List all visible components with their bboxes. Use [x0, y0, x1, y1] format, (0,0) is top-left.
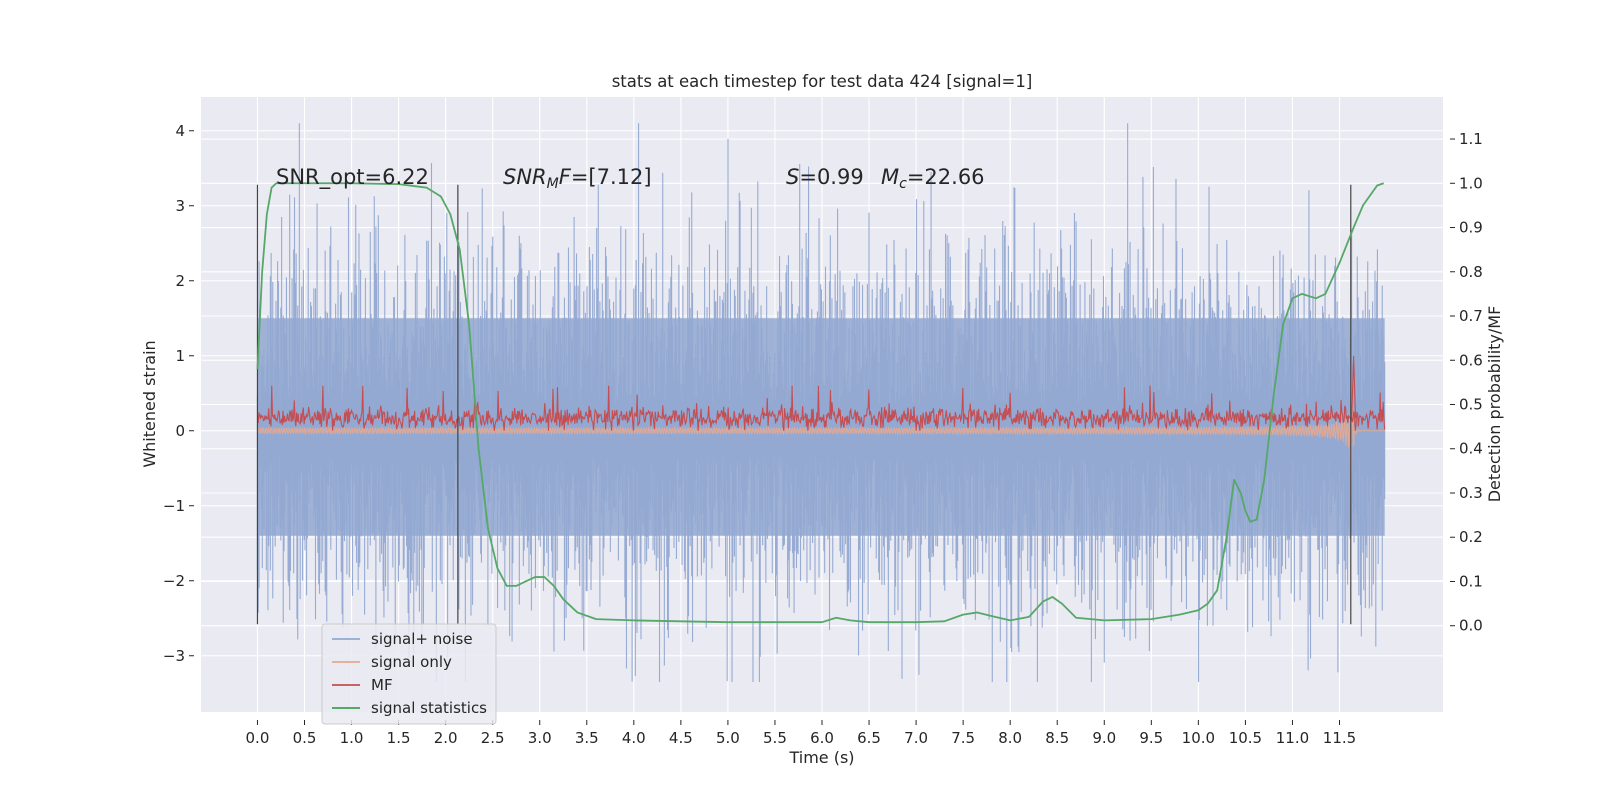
x-tick-label-5: 2.5	[481, 729, 505, 747]
chart-title: stats at each timestep for test data 424…	[612, 72, 1033, 91]
y-right-tick-label-10: 1.0	[1459, 174, 1483, 192]
snr-mf-f: F	[559, 165, 572, 189]
mc-symbol: M	[881, 165, 899, 189]
x-tick-label-13: 6.5	[857, 729, 881, 747]
series-layer	[256, 123, 1386, 682]
x-tick-label-16: 8.0	[998, 729, 1022, 747]
snr-mf-symbol: SNR	[503, 165, 547, 189]
snr-mf-subscript: M	[547, 176, 559, 192]
y-right-tick-label-7: 0.7	[1459, 307, 1483, 325]
y-right-tick-label-4: 0.4	[1459, 440, 1483, 458]
x-tick-label-7: 3.5	[575, 729, 599, 747]
x-tick-label-20: 10.0	[1182, 729, 1215, 747]
y-left-tick-label-4: 1	[175, 347, 185, 365]
x-tick-label-10: 5.0	[716, 729, 740, 747]
legend-label-2: MF	[371, 676, 393, 694]
axes: 0.0 0.5 1.0 1.5 2.0 2.5 3.0 3.5 4.0 4.5 5.0 5.5 6.0 6…	[163, 122, 1483, 747]
legend-label-0: signal+ noise	[371, 630, 473, 648]
y-right-tick-label-1: 0.1	[1459, 572, 1483, 590]
y-right-tick-label-0: 0.0	[1459, 617, 1483, 635]
x-tick-label-0: 0.0	[246, 729, 270, 747]
x-tick-label-9: 4.5	[669, 729, 693, 747]
mc-value: =22.66	[907, 165, 985, 189]
annotation-snr-mf: SNRMF=[7.12]	[503, 165, 652, 192]
legend-label-1: signal only	[371, 653, 452, 671]
series-signal-noise-core	[257, 318, 1385, 536]
snr-mf-value: =[7.12]	[571, 165, 652, 189]
x-tick-label-18: 9.0	[1092, 729, 1116, 747]
x-tick-label-22: 11.0	[1276, 729, 1309, 747]
x-tick-label-19: 9.5	[1139, 729, 1163, 747]
y-right-tick-label-11: 1.1	[1459, 130, 1483, 148]
y-axis-label-left: Whitened strain	[140, 340, 159, 467]
y-right-tick-label-2: 0.2	[1459, 528, 1483, 546]
x-tick-label-23: 11.5	[1323, 729, 1356, 747]
y-right-tick-label-8: 0.8	[1459, 263, 1483, 281]
x-tick-label-17: 8.5	[1045, 729, 1069, 747]
y-left-tick-label-5: 2	[175, 272, 185, 290]
y-left-tick-label-2: −1	[163, 497, 185, 515]
y-right-tick-label-3: 0.3	[1459, 484, 1483, 502]
y-right-tick-label-9: 0.9	[1459, 219, 1483, 237]
x-tick-label-21: 10.5	[1229, 729, 1262, 747]
series-signal-statistics	[256, 182, 1385, 624]
annotation-mc: Mc=22.66	[881, 165, 985, 192]
x-tick-label-2: 1.0	[340, 729, 364, 747]
x-tick-label-4: 2.0	[434, 729, 458, 747]
y-left-tick-label-6: 3	[175, 197, 185, 215]
series-signal-only	[256, 395, 1385, 506]
mc-subscript: c	[899, 176, 907, 192]
y-left-tick-label-0: −3	[163, 647, 185, 665]
legend-label-3: signal statistics	[371, 699, 487, 717]
y-left-tick-label-3: 0	[175, 422, 185, 440]
x-tick-label-15: 7.5	[951, 729, 975, 747]
x-tick-label-6: 3.0	[528, 729, 552, 747]
x-axis-label: Time (s)	[788, 748, 854, 767]
x-tick-label-14: 7.0	[904, 729, 928, 747]
legend-box	[321, 623, 497, 725]
s-symbol: S	[786, 165, 799, 189]
x-tick-label-3: 1.5	[387, 729, 411, 747]
y-left-tick-label-1: −2	[163, 572, 185, 590]
x-tick-label-1: 0.5	[293, 729, 317, 747]
legend: signal+ noise signal only MF signal statist…	[321, 623, 497, 725]
series-mf	[256, 355, 1386, 431]
y-right-tick-label-5: 0.5	[1459, 396, 1483, 414]
y-axis-label-right: Detection probability/MF	[1485, 306, 1504, 503]
x-tick-label-12: 6.0	[810, 729, 834, 747]
x-tick-label-8: 4.0	[622, 729, 646, 747]
s-value: =0.99	[799, 165, 863, 189]
y-right-tick-label-6: 0.6	[1459, 351, 1483, 369]
y-left-tick-label-7: 4	[175, 122, 185, 140]
x-tick-label-11: 5.5	[763, 729, 787, 747]
annotation-s: S=0.99	[786, 165, 864, 189]
annotation-snr-opt: SNR_opt=6.22	[276, 165, 429, 190]
